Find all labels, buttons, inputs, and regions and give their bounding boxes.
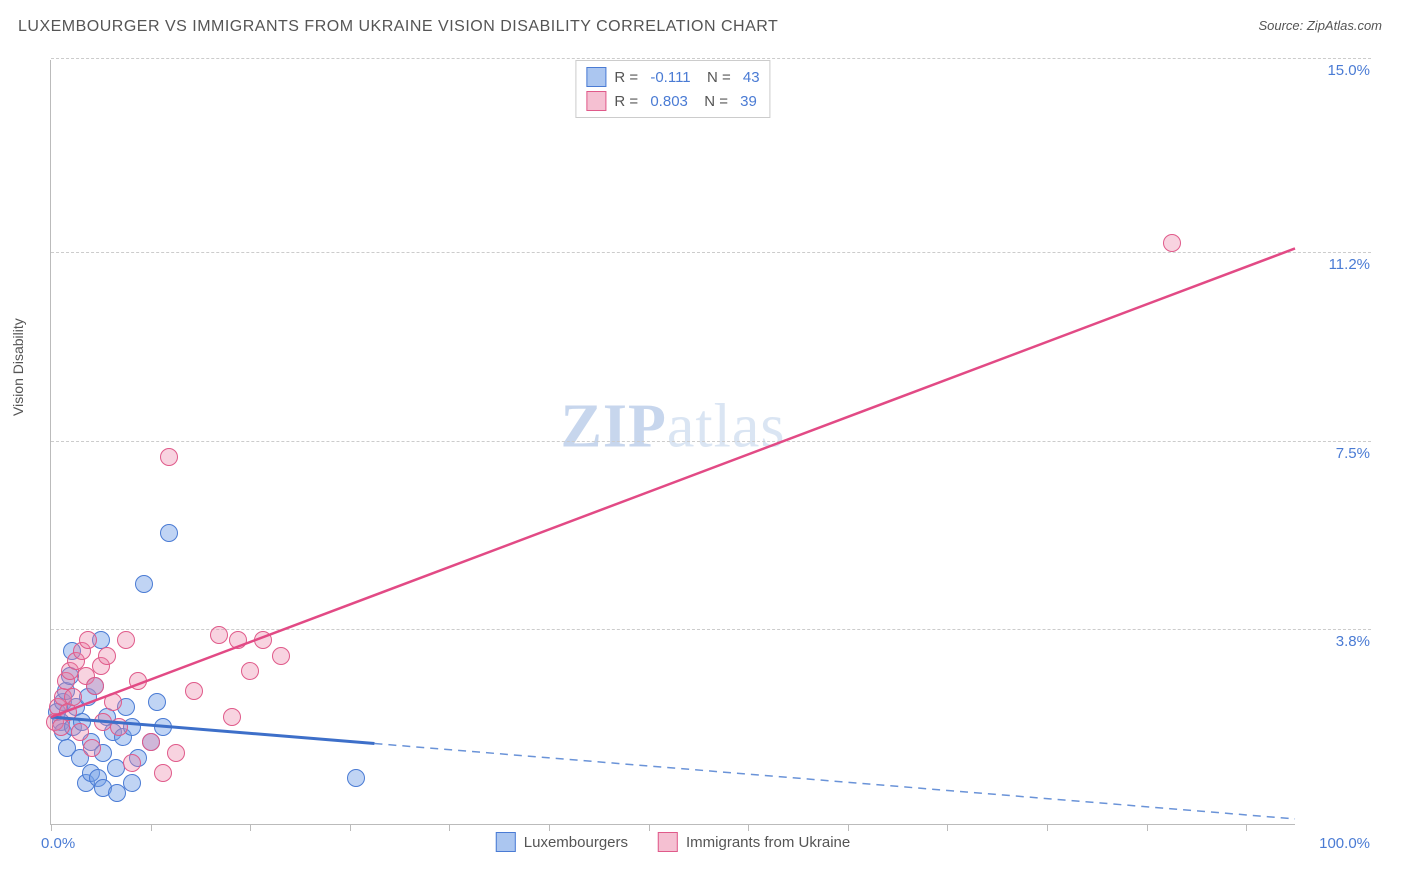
x-axis-tick bbox=[1147, 824, 1148, 831]
legend-row-luxembourgers: R = -0.111 N = 43 bbox=[586, 65, 759, 89]
swatch-blue-icon bbox=[586, 67, 606, 87]
chart-plot-area: ZIPatlas 3.8%7.5%11.2%15.0% 0.0% 100.0% … bbox=[50, 60, 1295, 825]
y-axis-tick-label: 7.5% bbox=[1300, 445, 1370, 462]
x-axis-tick bbox=[151, 824, 152, 831]
x-axis-tick bbox=[1047, 824, 1048, 831]
x-axis-tick bbox=[848, 824, 849, 831]
x-axis-tick bbox=[51, 824, 52, 831]
trend-lines bbox=[51, 60, 1295, 824]
gridline bbox=[51, 58, 1371, 59]
x-axis-tick bbox=[549, 824, 550, 831]
x-axis-tick-min: 0.0% bbox=[41, 835, 75, 852]
x-axis-tick bbox=[449, 824, 450, 831]
y-axis-tick-label: 11.2% bbox=[1300, 256, 1370, 273]
legend-item-luxembourgers: Luxembourgers bbox=[496, 832, 628, 852]
y-axis-tick-label: 15.0% bbox=[1300, 62, 1370, 79]
x-axis-tick-max: 100.0% bbox=[1319, 835, 1370, 852]
source-attribution: Source: ZipAtlas.com bbox=[1258, 18, 1382, 33]
y-axis-tick-label: 3.8% bbox=[1300, 633, 1370, 650]
swatch-pink-icon bbox=[586, 91, 606, 111]
legend-item-ukraine: Immigrants from Ukraine bbox=[658, 832, 850, 852]
swatch-pink-icon bbox=[658, 832, 678, 852]
series-legend: Luxembourgers Immigrants from Ukraine bbox=[496, 832, 850, 852]
x-axis-tick bbox=[649, 824, 650, 831]
legend-row-ukraine: R = 0.803 N = 39 bbox=[586, 89, 759, 113]
y-axis-label: Vision Disability bbox=[10, 318, 26, 416]
x-axis-tick bbox=[1246, 824, 1247, 831]
swatch-blue-icon bbox=[496, 832, 516, 852]
correlation-legend: R = -0.111 N = 43 R = 0.803 N = 39 bbox=[575, 60, 770, 118]
x-axis-tick bbox=[748, 824, 749, 831]
x-axis-tick bbox=[947, 824, 948, 831]
chart-title: LUXEMBOURGER VS IMMIGRANTS FROM UKRAINE … bbox=[18, 18, 1388, 36]
x-axis-tick bbox=[350, 824, 351, 831]
x-axis-tick bbox=[250, 824, 251, 831]
